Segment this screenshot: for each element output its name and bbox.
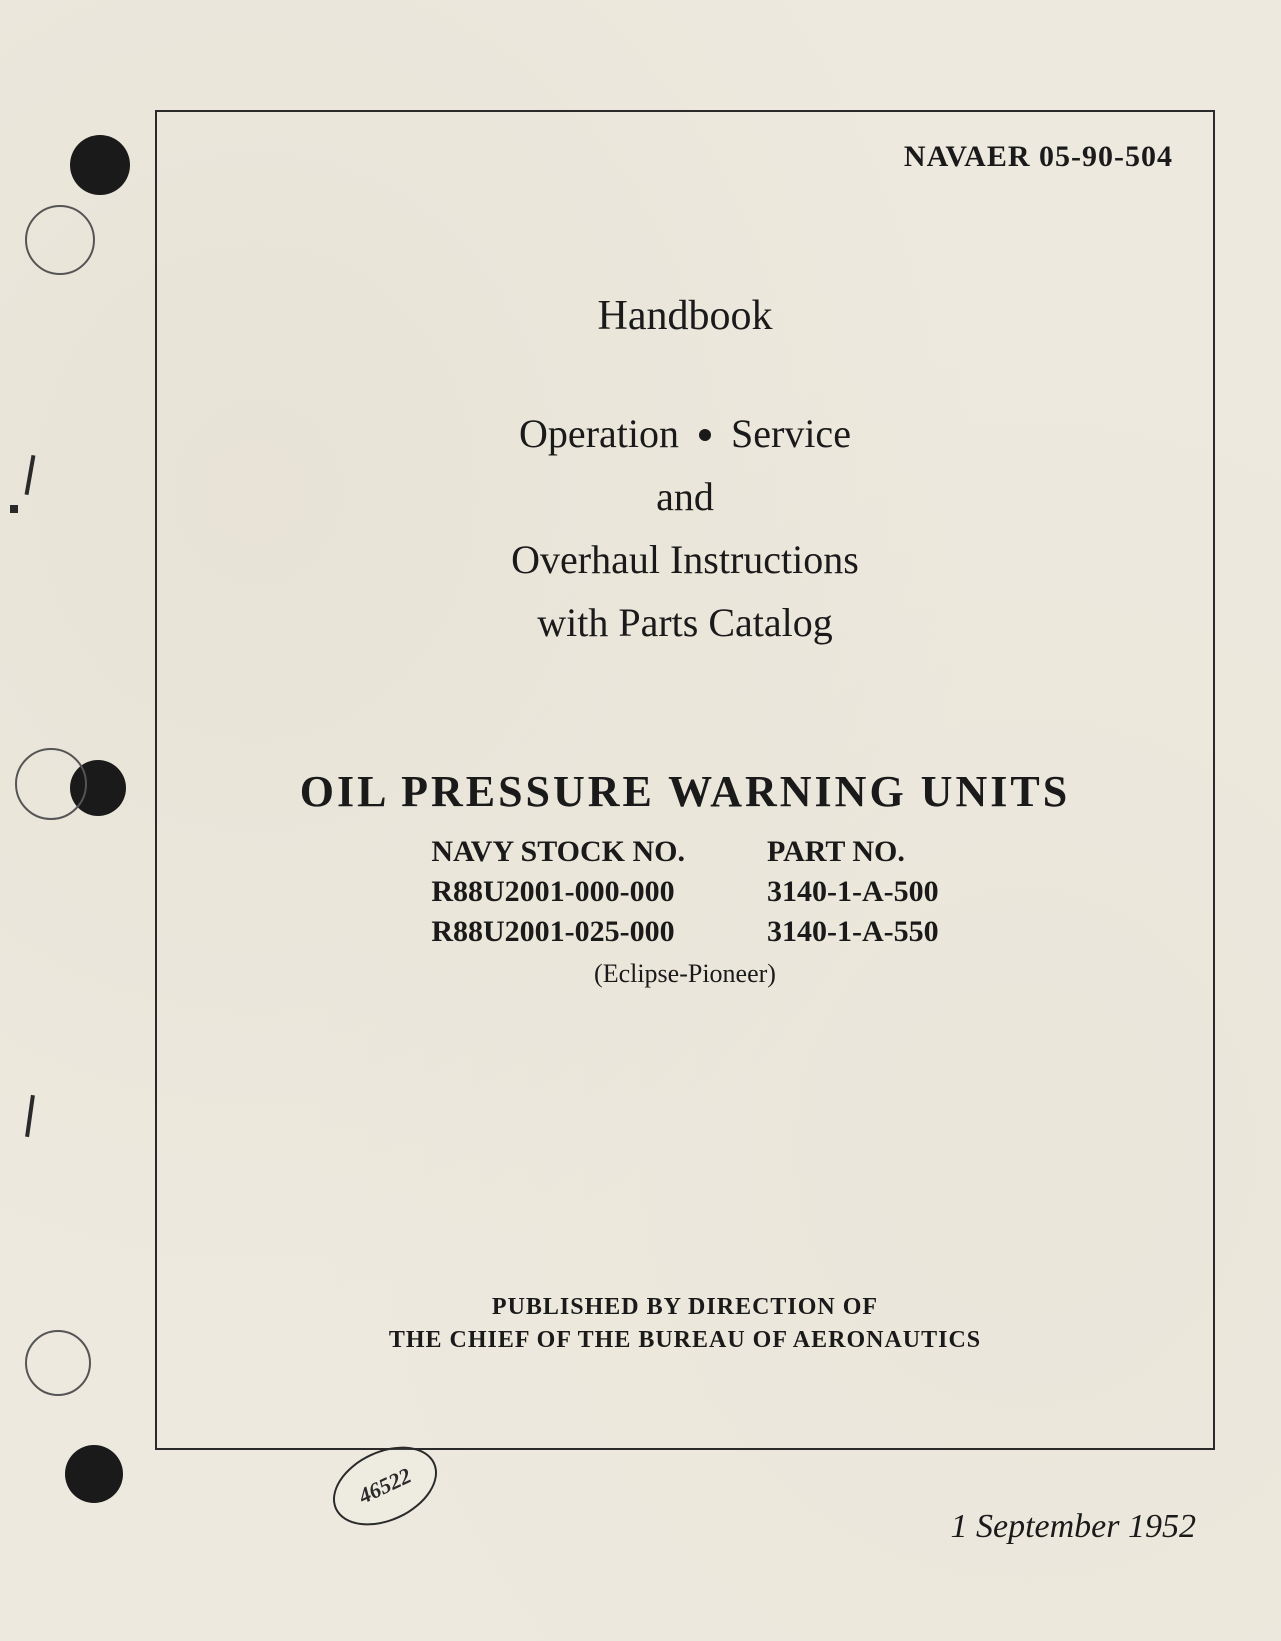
stamp-number: 46522 [355,1463,416,1510]
publisher-line-2: THE CHIEF OF THE BUREAU OF AERONAUTICS [157,1324,1213,1358]
punch-hole-outline [25,205,95,275]
subtitle-line-2: and [157,473,1213,520]
subtitle-line-1: Operation Service [157,410,1213,457]
stock-cell: R88U2001-000-000 [391,873,725,911]
handbook-label: Handbook [157,292,1213,340]
subtitle-line-4: with Parts Catalog [157,599,1213,646]
main-title: OIL PRESSURE WARNING UNITS [157,766,1213,817]
table-row: R88U2001-025-000 3140-1-A-550 [391,913,978,951]
punch-hole [65,1445,123,1503]
scan-mark [25,1095,35,1137]
scan-mark [25,455,36,495]
col-header-stock: NAVY STOCK NO. [391,833,725,871]
table-header-row: NAVY STOCK NO. PART NO. [391,833,978,871]
punch-hole [70,135,130,195]
publisher-block: PUBLISHED BY DIRECTION OF THE CHIEF OF T… [157,1291,1213,1358]
title-block: Handbook Operation Service and Overhaul … [157,292,1213,989]
part-cell: 3140-1-A-500 [727,873,979,911]
part-cell: 3140-1-A-550 [727,913,979,951]
subtitle-line-3: Overhaul Instructions [157,536,1213,583]
document-id: NAVAER 05-90-504 [904,140,1173,174]
operation-text: Operation [519,411,679,456]
stock-cell: R88U2001-025-000 [391,913,725,951]
title-frame: NAVAER 05-90-504 Handbook Operation Serv… [155,110,1215,1450]
punch-hole-outline [25,1330,91,1396]
publication-date: 1 September 1952 [950,1508,1196,1546]
bullet-icon [699,429,711,441]
stock-part-table: NAVY STOCK NO. PART NO. R88U2001-000-000… [389,831,980,953]
col-header-part: PART NO. [727,833,979,871]
table-row: R88U2001-000-000 3140-1-A-500 [391,873,978,911]
scanned-page: NAVAER 05-90-504 Handbook Operation Serv… [0,0,1281,1641]
publisher-line-1: PUBLISHED BY DIRECTION OF [157,1291,1213,1325]
scan-mark [10,505,18,513]
punch-hole-outline [15,748,87,820]
manufacturer: (Eclipse-Pioneer) [157,959,1213,989]
service-text: Service [731,411,851,456]
